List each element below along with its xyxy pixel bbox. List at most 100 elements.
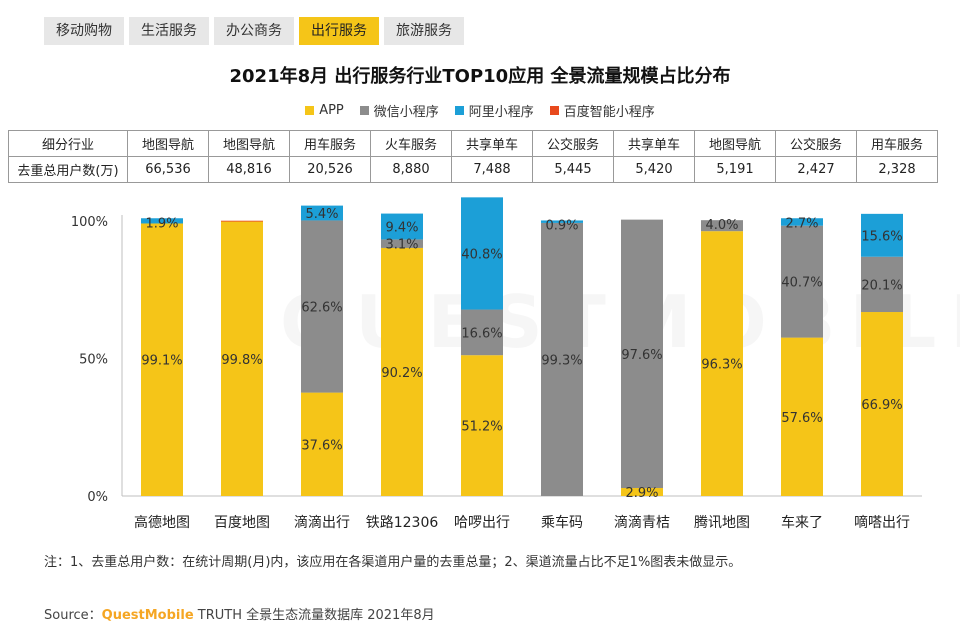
source-line: Source：QuestMobile TRUTH 全景生态流量数据库 2021年… <box>44 604 435 623</box>
data-label: 2.9% <box>625 486 658 501</box>
bar-segment-app <box>701 231 743 497</box>
tab-travel-services[interactable]: 出行服务 <box>299 17 379 45</box>
table-cell: 2,328 <box>856 156 938 183</box>
data-label: 5.4% <box>305 207 338 222</box>
data-label: 96.3% <box>701 358 742 373</box>
table-cell: 5,420 <box>613 156 695 183</box>
table-cell: 公交服务 <box>532 130 614 157</box>
tab-shopping[interactable]: 移动购物 <box>44 17 124 45</box>
footnote: 注：1、去重总用户数：在统计周期(月)内，该应用在各渠道用户量的去重总量；2、渠… <box>44 555 742 570</box>
bar-segment-wechat <box>461 309 503 356</box>
table-cell: 公交服务 <box>775 130 857 157</box>
legend-swatch-app <box>305 106 315 115</box>
bar-segment-wechat <box>381 239 423 248</box>
legend-label-alipay: 阿里小程序 <box>468 105 534 120</box>
table-row-users: 去重总用户数(万) 66,536 48,816 20,526 8,880 7,4… <box>8 156 938 183</box>
bar-segment-alipay <box>861 213 903 257</box>
bar-segment-app <box>621 488 663 496</box>
table-cell: 5,445 <box>532 156 614 183</box>
data-label: 3.1% <box>385 237 418 252</box>
x-tick-label: 乘车码 <box>541 514 583 531</box>
bar-segment-app <box>221 221 263 497</box>
user-count-table: 细分行业 地图导航 地图导航 用车服务 火车服务 共享单车 公交服务 共享单车 … <box>8 130 938 183</box>
data-label: 66.9% <box>861 398 902 413</box>
x-tick-label: 嘀嗒出行 <box>854 514 910 531</box>
data-label: 57.6% <box>781 411 822 426</box>
source-brand: QuestMobile <box>101 608 194 623</box>
x-tick-label: 高德地图 <box>134 514 190 531</box>
legend-label-wechat: 微信小程序 <box>373 105 439 120</box>
legend-swatch-alipay <box>454 106 464 115</box>
tab-tourism-services[interactable]: 旅游服务 <box>384 17 464 45</box>
bar-segment-wechat <box>301 220 343 393</box>
data-label: 0.9% <box>545 218 578 233</box>
data-label: 99.1% <box>141 354 182 369</box>
x-tick-label: 车来了 <box>781 514 823 531</box>
legend-label-app: APP <box>319 103 344 118</box>
data-label: 51.2% <box>461 420 502 435</box>
data-label: 40.7% <box>781 276 822 291</box>
x-tick-label: 滴滴青桔 <box>614 514 670 531</box>
data-label: 40.8% <box>461 247 502 262</box>
table-cell: 20,526 <box>289 156 371 183</box>
table-cell: 共享单车 <box>451 130 533 157</box>
y-tick-label: 50% <box>79 353 108 368</box>
bar-segment-wechat <box>781 225 823 338</box>
data-label: 4.0% <box>705 218 738 233</box>
legend-swatch-wechat <box>359 106 369 115</box>
legend-label-baidu: 百度智能小程序 <box>563 105 655 120</box>
bar-segment-alipay <box>381 213 423 240</box>
x-tick-label: 铁路12306 <box>366 515 439 531</box>
data-label: 90.2% <box>381 366 422 381</box>
table-cell: 48,816 <box>208 156 290 183</box>
bar-segment-alipay <box>461 197 503 310</box>
table-cell: 用车服务 <box>289 130 371 157</box>
data-label: 97.6% <box>621 348 662 363</box>
category-tabs: 移动购物 生活服务 办公商务 出行服务 旅游服务 <box>44 17 469 45</box>
tab-life-services[interactable]: 生活服务 <box>129 17 209 45</box>
data-label: 16.6% <box>461 326 502 341</box>
data-label: 9.4% <box>385 221 418 236</box>
source-prefix: Source： <box>44 608 102 623</box>
table-row-header: 去重总用户数(万) <box>8 156 128 183</box>
x-tick-label: 哈啰出行 <box>454 515 510 531</box>
source-suffix: TRUTH 全景生态流量数据库 2021年8月 <box>193 608 435 623</box>
tab-office-business[interactable]: 办公商务 <box>214 17 294 45</box>
legend-swatch-baidu <box>549 106 559 115</box>
table-cell: 火车服务 <box>370 130 452 157</box>
table-cell: 5,191 <box>694 156 776 183</box>
data-label: 37.6% <box>301 438 342 453</box>
x-tick-label: 滴滴出行 <box>294 514 350 531</box>
data-label: 99.8% <box>221 353 262 368</box>
table-cell: 8,880 <box>370 156 452 183</box>
bar-segment-wechat <box>621 219 663 489</box>
table-row-industry: 细分行业 地图导航 地图导航 用车服务 火车服务 共享单车 公交服务 共享单车 … <box>8 130 938 157</box>
bar-segment-app <box>381 247 423 496</box>
table-cell: 地图导航 <box>127 130 209 157</box>
data-label: 2.7% <box>785 216 818 231</box>
data-label: 15.6% <box>861 229 902 244</box>
bar-segment-app <box>781 337 823 496</box>
table-cell: 66,536 <box>127 156 209 183</box>
table-cell: 地图导航 <box>694 130 776 157</box>
bar-segment-alipay <box>141 218 183 224</box>
chart-legend: APP 微信小程序 阿里小程序 百度智能小程序 <box>0 101 960 120</box>
x-tick-label: 百度地图 <box>214 515 270 531</box>
table-cell: 7,488 <box>451 156 533 183</box>
table-cell: 地图导航 <box>208 130 290 157</box>
x-tick-label: 腾讯地图 <box>694 514 750 531</box>
stacked-bar-chart: 0% 50% 100% 99.1% 1.9% 高德地图 99.8% 百度地图 37.6% 62.6… <box>71 197 922 531</box>
legend-item-app: APP <box>305 101 344 120</box>
y-tick-label: 0% <box>87 490 108 505</box>
table-cell: 共享单车 <box>613 130 695 157</box>
bar-segment-alipay <box>781 218 823 226</box>
bar-segment-alipay <box>541 220 583 223</box>
bar-segment-app <box>861 312 903 496</box>
legend-item-baidu: 百度智能小程序 <box>549 101 655 120</box>
chart-title: 2021年8月 出行服务行业TOP10应用 全景流量规模占比分布 <box>229 66 731 87</box>
bar-segment-wechat <box>861 256 903 313</box>
table-cell: 用车服务 <box>856 130 938 157</box>
bar-segment-app <box>301 392 343 496</box>
data-label: 20.1% <box>861 278 902 293</box>
data-label: 1.9% <box>145 216 178 231</box>
